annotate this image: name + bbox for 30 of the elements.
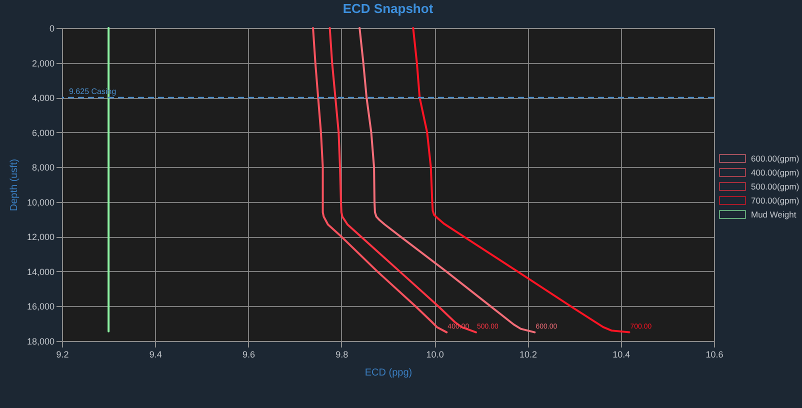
- line-series: [312, 27, 448, 334]
- y-tick-label: 18,000: [26, 336, 54, 346]
- y-tick-label: 8,000: [32, 162, 54, 173]
- line-series: [412, 27, 630, 334]
- legend-label: 600.00(gpm): [751, 154, 800, 164]
- line-series: [358, 27, 536, 334]
- legend-label: 400.00(gpm): [751, 168, 800, 178]
- y-tick-label: 10,000: [26, 197, 54, 208]
- x-tick-label: 10.6: [706, 350, 724, 360]
- y-tick-label: 6,000: [32, 128, 54, 138]
- y-tick-label: 12,000: [26, 232, 54, 242]
- x-tick-label: 10.2: [519, 350, 537, 360]
- x-tick-label: 9.6: [242, 350, 256, 360]
- legend-label: Mud Weight: [751, 210, 797, 220]
- x-tick-label: 9.4: [149, 350, 162, 360]
- legend-label: 700.00(gpm): [751, 196, 800, 206]
- legend-label: 500.00(gpm): [751, 182, 800, 192]
- y-tick-label: 4,000: [32, 93, 54, 104]
- y-axis-title: Depth (usft): [8, 158, 20, 212]
- y-tick-label: 2,000: [32, 58, 54, 68]
- y-tick-label: 14,000: [26, 266, 54, 277]
- x-tick-label: 9.2: [56, 350, 69, 360]
- y-tick-label: 16,000: [26, 302, 54, 312]
- x-tick-label: 10.4: [612, 350, 630, 360]
- y-tick-label: 0: [49, 24, 54, 34]
- x-tick-label: 10.0: [426, 350, 444, 360]
- x-tick-label: 9.8: [336, 350, 348, 360]
- chart-title: ECD Snapshot: [342, 1, 434, 16]
- line-series: [328, 27, 478, 334]
- x-axis-title: ECD (ppg): [364, 368, 412, 378]
